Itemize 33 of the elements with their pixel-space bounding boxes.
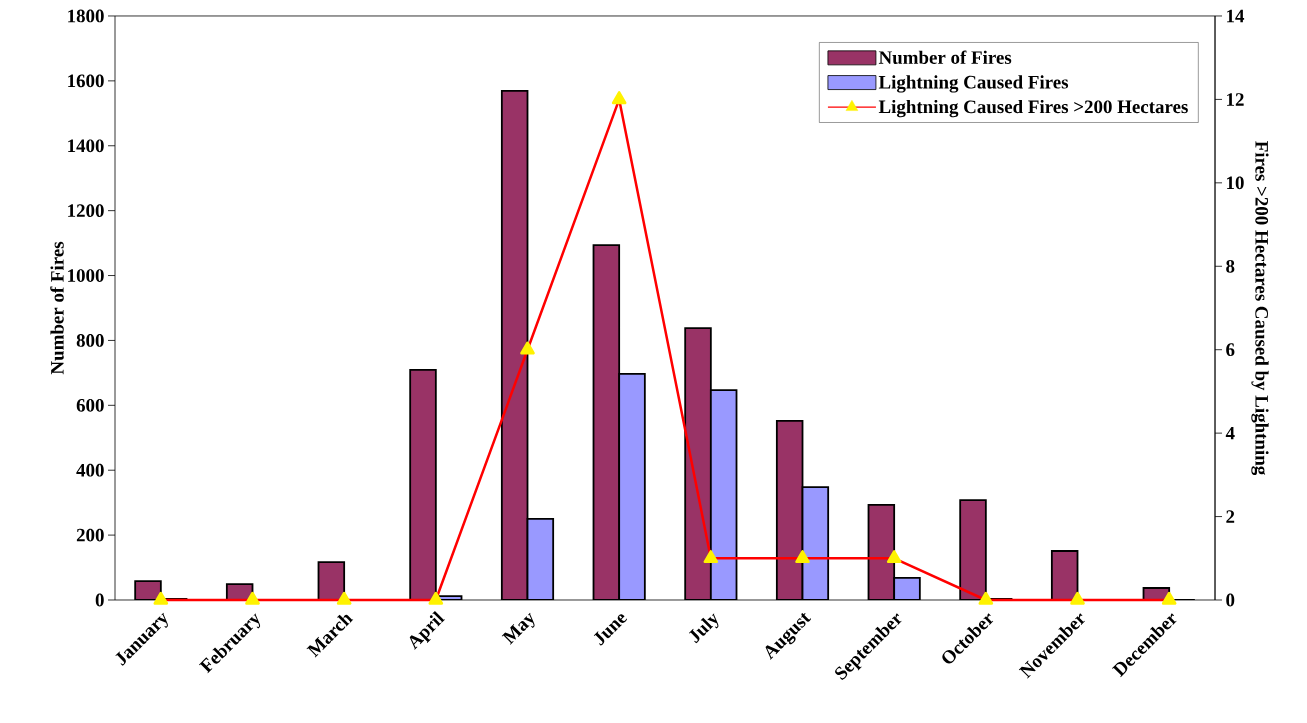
y-axis-title: Number of Fires <box>50 241 64 375</box>
y-tick-label: 200 <box>76 528 104 542</box>
legend-label: Lightning Caused Fires <box>878 75 1069 93</box>
y-tick-label: 1800 <box>68 9 104 23</box>
y-tick-label: 400 <box>76 463 104 477</box>
x-tick-label: May <box>501 612 535 645</box>
legend-label: Number of Fires <box>878 50 1012 65</box>
y2-tick-label: 2 <box>1226 510 1235 523</box>
x-tick-label: July <box>688 613 719 644</box>
x-tick-label: June <box>593 614 628 646</box>
bar <box>593 245 620 600</box>
legend-label: Lightning Caused Fires >200 Hectares <box>878 99 1188 118</box>
y-tick-label: 1400 <box>68 139 104 153</box>
bar <box>501 90 528 600</box>
y2-tick-label: 12 <box>1227 93 1244 106</box>
y2-tick-label: 0 <box>1226 593 1235 607</box>
bar <box>410 369 436 600</box>
y-tick-label: 1600 <box>68 74 104 88</box>
bar <box>527 518 554 600</box>
bar <box>619 373 645 600</box>
y-tick-label: 600 <box>76 398 104 412</box>
y-tick-label: 800 <box>76 334 104 347</box>
y-tick-label: 1000 <box>68 269 104 282</box>
y2-tick-label: 6 <box>1226 343 1235 357</box>
y2-tick-label: 4 <box>1225 426 1235 440</box>
y2-axis-title: Fires >200 Hectares Caused by Lightning <box>1251 141 1269 476</box>
y2-tick-label: 14 <box>1227 9 1245 23</box>
y2-tick-label: 10 <box>1227 176 1244 190</box>
bar <box>776 420 803 600</box>
y-tick-label: 1200 <box>68 204 104 218</box>
bar <box>710 390 737 600</box>
y-tick-label: 0 <box>95 593 104 607</box>
y2-tick-label: 8 <box>1226 259 1235 273</box>
